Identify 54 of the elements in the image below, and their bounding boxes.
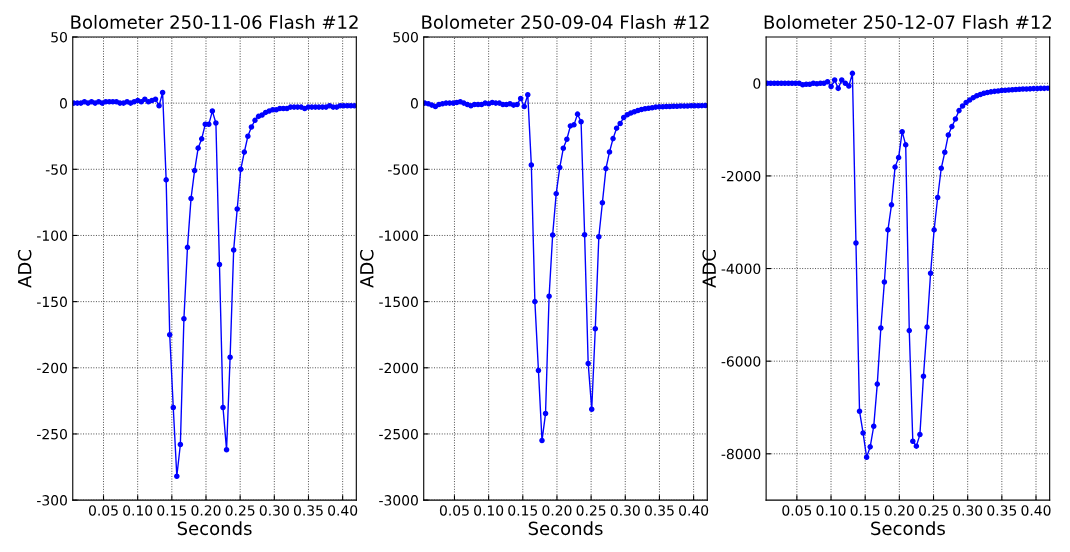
x-tick-label: 0.25 (576, 505, 606, 516)
y-tick-label: -6000 (721, 356, 761, 367)
x-tick-label: 0.20 (884, 505, 914, 516)
x-axis-title: Seconds (528, 521, 603, 536)
y-axis-title: ADC (17, 250, 32, 288)
x-tick-label: 0.20 (542, 505, 572, 516)
x-tick-label: 0.35 (987, 505, 1017, 516)
x-tick-label: 0.20 (191, 505, 221, 516)
y-tick-label: -50 (45, 164, 67, 175)
y-tick-label: -300 (37, 495, 67, 506)
x-tick-label: 0.40 (328, 505, 358, 516)
x-tick-label: 0.40 (1021, 505, 1051, 516)
y-tick-label: 0 (59, 98, 67, 109)
x-tick-label: 0.30 (259, 505, 289, 516)
x-tick-label: 0.15 (508, 505, 538, 516)
y-tick-label: -100 (37, 230, 67, 241)
x-tick-label: 0.10 (816, 505, 846, 516)
x-tick-label: 0.15 (157, 505, 187, 516)
y-tick-label: 0 (753, 78, 761, 89)
x-tick-label: 0.05 (439, 505, 469, 516)
chart-title: Bolometer 250-12-07 Flash #12 (764, 14, 1052, 29)
x-tick-label: 0.15 (850, 505, 880, 516)
y-tick-label: -2500 (379, 428, 418, 440)
x-tick-label: 0.05 (88, 505, 118, 516)
x-tick-label: 0.35 (293, 505, 323, 516)
chart-title: Bolometer 250-09-04 Flash #12 (422, 14, 709, 29)
y-tick-label: -250 (37, 428, 67, 440)
y-tick-label: -4000 (721, 263, 761, 275)
y-tick-label: -2000 (379, 362, 418, 374)
x-axis-title: Seconds (177, 521, 252, 536)
x-axis-title: Seconds (871, 521, 945, 536)
y-axis-title: ADC (702, 250, 717, 288)
y-tick-label: -8000 (721, 448, 761, 460)
x-tick-label: 0.25 (918, 505, 948, 516)
x-tick-label: 0.25 (225, 505, 255, 516)
y-tick-label: -2000 (721, 170, 761, 182)
y-tick-label: -500 (388, 164, 418, 175)
x-tick-label: 0.30 (953, 505, 983, 516)
y-tick-label: -3000 (379, 495, 418, 506)
y-tick-label: 0 (410, 98, 418, 109)
y-tick-label: -1500 (379, 296, 418, 308)
y-tick-label: -150 (37, 296, 67, 308)
y-tick-label: -1000 (379, 230, 418, 241)
x-tick-label: 0.40 (679, 505, 709, 516)
chart-title: Bolometer 250-11-06 Flash #12 (71, 14, 358, 29)
y-tick-label: 50 (51, 31, 67, 43)
x-tick-label: 0.30 (610, 505, 640, 516)
x-tick-label: 0.05 (782, 505, 812, 516)
y-tick-label: -200 (37, 362, 67, 374)
y-tick-label: 500 (393, 31, 418, 43)
x-tick-label: 0.10 (123, 505, 153, 516)
y-axis-title: ADC (359, 250, 374, 288)
x-tick-label: 0.35 (644, 505, 674, 516)
x-tick-label: 0.10 (474, 505, 504, 516)
